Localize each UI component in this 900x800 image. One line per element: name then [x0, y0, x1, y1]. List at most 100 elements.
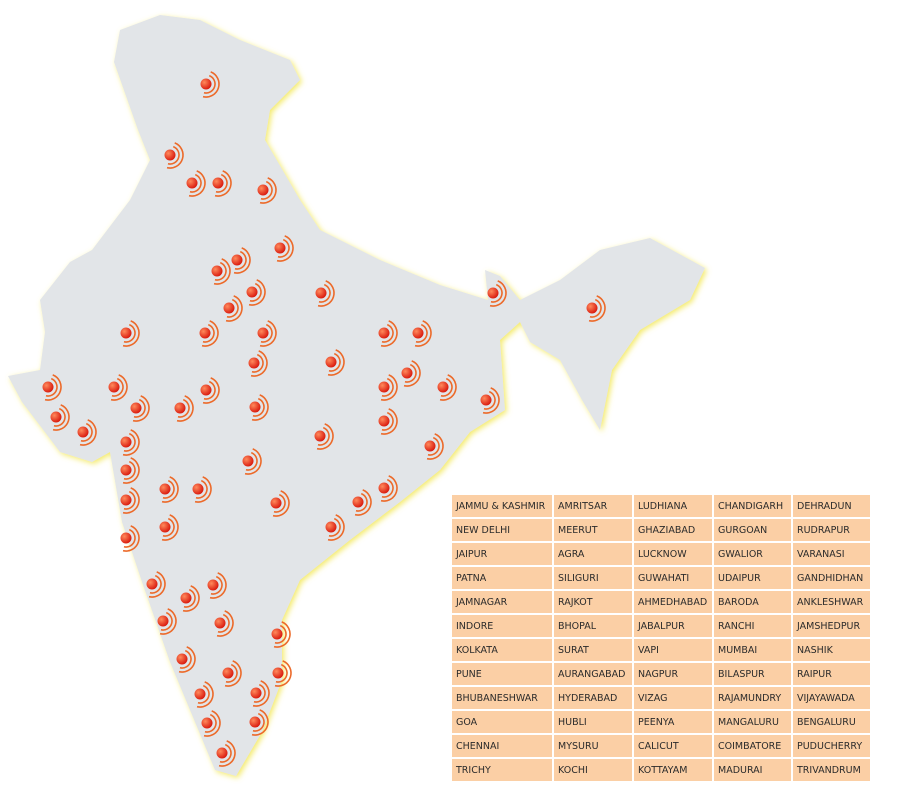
city-cell: CHENNAI — [452, 735, 552, 757]
city-cell: NEW DELHI — [452, 519, 552, 541]
location-marker — [200, 377, 220, 404]
city-cell: JAIPUR — [452, 543, 552, 565]
location-marker — [192, 476, 212, 503]
location-marker — [315, 280, 335, 307]
location-marker — [211, 258, 231, 285]
location-marker — [480, 387, 500, 414]
city-cell: PEENYA — [634, 711, 712, 733]
location-marker — [200, 71, 220, 98]
city-cell: JAMNAGAR — [452, 591, 552, 613]
city-cell: BENGALURU — [793, 711, 870, 733]
city-cell: KOLKATA — [452, 639, 552, 661]
city-cell: VARANASI — [793, 543, 870, 565]
location-marker — [249, 709, 269, 736]
location-marker — [437, 374, 457, 401]
location-marker — [246, 279, 266, 306]
city-table: JAMMU & KASHMIR AMRITSAR LUDHIANA CHANDIGAR… — [452, 495, 870, 781]
location-marker — [223, 295, 243, 322]
city-cell: AMRITSAR — [554, 495, 632, 517]
city-cell: MANGALURU — [714, 711, 791, 733]
city-cell: TRICHY — [452, 759, 552, 781]
location-marker — [352, 489, 372, 516]
location-marker — [164, 142, 184, 169]
location-marker — [130, 395, 150, 422]
location-marker — [120, 487, 140, 514]
city-cell: GWALIOR — [714, 543, 791, 565]
location-marker — [157, 608, 177, 635]
location-marker — [180, 585, 200, 612]
location-marker — [401, 360, 421, 387]
location-marker — [222, 660, 242, 687]
location-marker — [231, 247, 251, 274]
location-marker — [271, 621, 291, 648]
location-marker — [378, 408, 398, 435]
city-cell: TRIVANDRUM — [793, 759, 870, 781]
location-marker — [159, 514, 179, 541]
city-cell: SURAT — [554, 639, 632, 661]
location-marker — [487, 280, 507, 307]
city-cell: CALICUT — [634, 735, 712, 757]
location-marker — [186, 170, 206, 197]
city-cell: DEHRADUN — [793, 495, 870, 517]
city-cell: HYDERABAD — [554, 687, 632, 709]
city-cell: NAGPUR — [634, 663, 712, 685]
location-marker — [42, 374, 62, 401]
location-marker — [207, 572, 227, 599]
location-marker — [146, 571, 166, 598]
city-cell: RUDRAPUR — [793, 519, 870, 541]
city-cell: MYSURU — [554, 735, 632, 757]
city-cell: MUMBAI — [714, 639, 791, 661]
city-cell: RAJAMUNDRY — [714, 687, 791, 709]
city-cell: NASHIK — [793, 639, 870, 661]
city-cell: BARODA — [714, 591, 791, 613]
city-cell: BILASPUR — [714, 663, 791, 685]
city-cell: MEERUT — [554, 519, 632, 541]
location-marker — [199, 320, 219, 347]
city-cell: PUNE — [452, 663, 552, 685]
city-cell: VAPI — [634, 639, 712, 661]
city-cell: INDORE — [452, 615, 552, 637]
city-cell: GOA — [452, 711, 552, 733]
city-cell: RAIPUR — [793, 663, 870, 685]
city-cell: COIMBATORE — [714, 735, 791, 757]
location-marker — [412, 320, 432, 347]
city-cell: KOCHI — [554, 759, 632, 781]
location-marker — [120, 320, 140, 347]
location-marker — [77, 419, 97, 446]
city-cell: ANKLESHWAR — [793, 591, 870, 613]
location-marker — [201, 710, 221, 737]
location-marker — [108, 374, 128, 401]
location-marker — [272, 660, 292, 687]
location-marker — [216, 740, 236, 767]
city-cell: GANDHIDHAN — [793, 567, 870, 589]
city-cell: JAMMU & KASHMIR — [452, 495, 552, 517]
location-marker — [378, 475, 398, 502]
location-marker — [120, 457, 140, 484]
city-cell: RANCHI — [714, 615, 791, 637]
location-marker — [325, 514, 345, 541]
location-marker — [378, 374, 398, 401]
city-cell: MADURAI — [714, 759, 791, 781]
location-marker — [314, 423, 334, 450]
city-cell: BHOPAL — [554, 615, 632, 637]
location-marker — [50, 404, 70, 431]
location-marker — [212, 170, 232, 197]
location-marker — [174, 395, 194, 422]
location-marker — [176, 646, 196, 673]
city-cell: PATNA — [452, 567, 552, 589]
city-cell: HUBLI — [554, 711, 632, 733]
city-cell: CHANDIGARH — [714, 495, 791, 517]
location-marker — [325, 349, 345, 376]
location-marker — [242, 448, 262, 475]
location-marker — [586, 295, 606, 322]
location-marker — [159, 476, 179, 503]
city-cell: VIJAYAWADA — [793, 687, 870, 709]
city-cell: VIZAG — [634, 687, 712, 709]
location-marker — [270, 490, 290, 517]
city-cell: JAMSHEDPUR — [793, 615, 870, 637]
country-outline — [8, 15, 705, 776]
city-cell: RAJKOT — [554, 591, 632, 613]
location-marker — [424, 433, 444, 460]
city-cell: BHUBANESHWAR — [452, 687, 552, 709]
